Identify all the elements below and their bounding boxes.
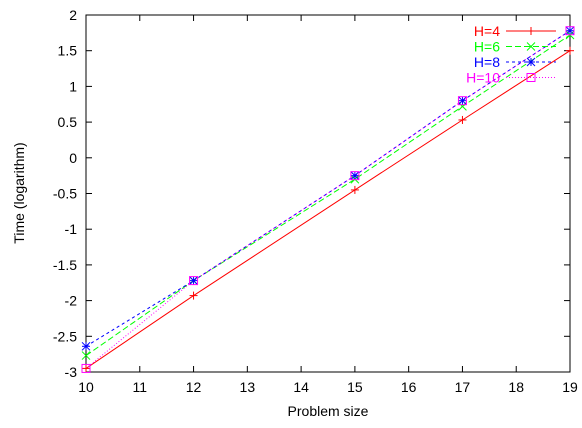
y-tick-label: 0 bbox=[69, 150, 77, 166]
data-point bbox=[458, 96, 467, 106]
data-point-square bbox=[457, 96, 467, 106]
legend-marker-square bbox=[526, 73, 536, 82]
legend-marker bbox=[526, 57, 536, 67]
x-axis-label: Problem size bbox=[288, 403, 369, 419]
legend-label: H=10 bbox=[466, 70, 500, 86]
x-tick-label: 14 bbox=[293, 379, 309, 395]
y-tick-label: -2 bbox=[65, 293, 78, 309]
y-tick-label: 1 bbox=[69, 78, 77, 94]
data-point bbox=[81, 341, 91, 351]
data-point bbox=[189, 291, 198, 300]
series-line-1 bbox=[85, 50, 571, 369]
x-tick-label: 17 bbox=[455, 379, 471, 395]
x-tick-label: 11 bbox=[133, 379, 148, 395]
legend-label: H=4 bbox=[474, 23, 500, 39]
data-point bbox=[350, 185, 359, 194]
data-point-stroke bbox=[81, 351, 91, 360]
data-point-stroke bbox=[189, 276, 198, 285]
legend-marker-stroke bbox=[526, 57, 536, 67]
data-point bbox=[566, 46, 574, 55]
data-point bbox=[457, 96, 467, 106]
data-point bbox=[81, 363, 91, 373]
data-point bbox=[350, 171, 360, 181]
legend-marker-stroke bbox=[526, 42, 536, 51]
legend-label: H=6 bbox=[474, 39, 500, 55]
data-point-square bbox=[189, 276, 199, 286]
x-tick-label: 19 bbox=[562, 379, 578, 395]
data-point-stroke bbox=[350, 171, 360, 181]
data-point-square bbox=[81, 363, 91, 373]
data-point bbox=[189, 276, 198, 285]
data-point-stroke bbox=[81, 341, 91, 351]
x-tick-label: 16 bbox=[401, 379, 417, 395]
x-tick-label: 18 bbox=[508, 379, 524, 395]
y-tick-label: 2 bbox=[69, 7, 77, 23]
y-tick-label: -0.5 bbox=[53, 186, 77, 202]
series-markers bbox=[81, 26, 575, 373]
y-tick-label: -2.5 bbox=[53, 328, 77, 344]
data-point bbox=[565, 26, 575, 36]
data-point bbox=[81, 351, 91, 360]
data-point-square bbox=[565, 26, 575, 36]
y-tick-label: 0.5 bbox=[58, 114, 78, 130]
axis-ticks: 10 11 12 13 14 15 16 17 18 19-3-2.5-2-1.5-1-0.500… bbox=[53, 7, 578, 395]
y-tick-label: -3 bbox=[65, 364, 78, 380]
y-axis-label: Time (logarithm) bbox=[11, 142, 27, 243]
y-tick-label: 1.5 bbox=[58, 43, 78, 59]
y-tick-label: -1 bbox=[65, 221, 78, 237]
legend-marker bbox=[526, 73, 536, 82]
x-tick-label: 13 bbox=[240, 379, 256, 395]
legend-marker bbox=[527, 27, 535, 35]
data-point bbox=[565, 26, 575, 36]
data-point bbox=[82, 364, 90, 373]
data-point-stroke bbox=[458, 96, 467, 106]
legend-marker bbox=[526, 42, 536, 51]
x-tick-label: 15 bbox=[347, 379, 363, 395]
data-point bbox=[189, 276, 199, 286]
x-tick-label: 12 bbox=[186, 379, 202, 395]
data-point bbox=[350, 171, 360, 181]
data-point-square bbox=[350, 171, 360, 181]
data-point-stroke bbox=[565, 26, 575, 36]
legend-label: H=8 bbox=[474, 54, 500, 70]
x-tick-label: 10 bbox=[78, 379, 94, 395]
data-point bbox=[458, 115, 467, 124]
legend: H=4H=6H=8H=10 bbox=[466, 23, 556, 86]
y-tick-label: -1.5 bbox=[53, 257, 77, 273]
